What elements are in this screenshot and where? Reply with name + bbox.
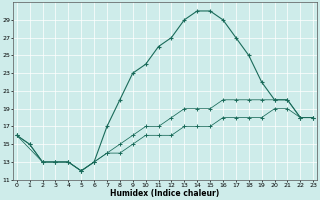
X-axis label: Humidex (Indice chaleur): Humidex (Indice chaleur) [110, 189, 220, 198]
